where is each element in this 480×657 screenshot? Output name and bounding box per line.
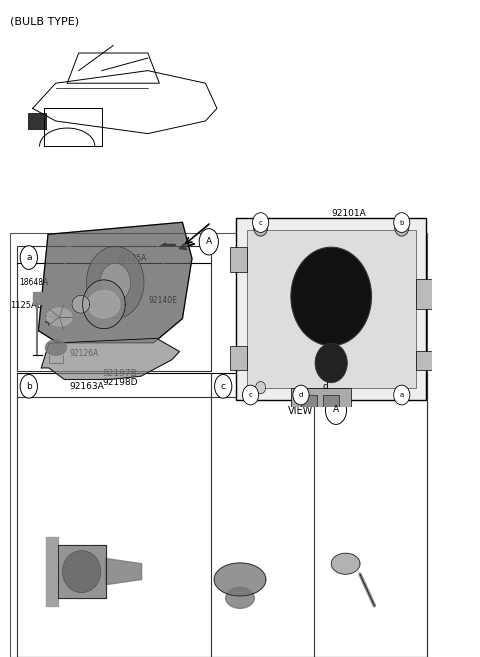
Text: 92125A: 92125A xyxy=(118,254,147,263)
Text: 92163A: 92163A xyxy=(69,382,104,391)
Circle shape xyxy=(20,374,37,398)
Circle shape xyxy=(317,374,334,398)
FancyArrow shape xyxy=(157,243,175,254)
Text: 92101A: 92101A xyxy=(331,209,366,218)
Text: b: b xyxy=(26,382,32,391)
Text: 92197B: 92197B xyxy=(103,369,137,378)
FancyBboxPatch shape xyxy=(10,233,427,657)
Circle shape xyxy=(215,374,232,398)
Circle shape xyxy=(20,246,37,269)
Text: A: A xyxy=(333,405,339,415)
Text: 1125AD: 1125AD xyxy=(10,301,43,310)
Text: A: A xyxy=(206,237,212,246)
Text: 18648A: 18648A xyxy=(19,278,48,287)
Text: 92198D: 92198D xyxy=(102,378,138,387)
Text: 18644E: 18644E xyxy=(355,382,389,391)
Text: c: c xyxy=(221,382,226,391)
Circle shape xyxy=(199,229,218,255)
Text: 92140E: 92140E xyxy=(149,296,178,305)
Circle shape xyxy=(325,396,347,424)
Text: 91214B: 91214B xyxy=(244,382,279,391)
Text: 92126A: 92126A xyxy=(70,349,98,358)
Text: a: a xyxy=(26,253,32,262)
Text: 92102A: 92102A xyxy=(331,219,366,228)
Text: (BULB TYPE): (BULB TYPE) xyxy=(10,16,79,26)
FancyBboxPatch shape xyxy=(17,246,211,371)
Text: d: d xyxy=(323,382,328,391)
Text: VIEW: VIEW xyxy=(288,405,313,416)
